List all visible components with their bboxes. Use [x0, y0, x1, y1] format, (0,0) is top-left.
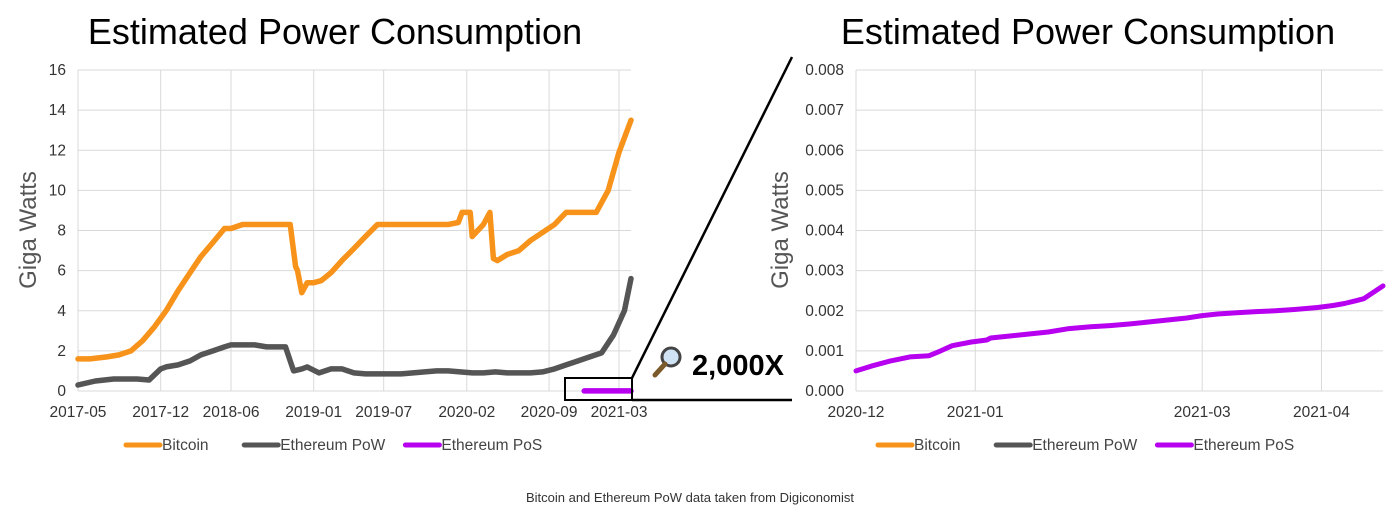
y-tick-label: 0.004	[805, 223, 844, 240]
y-tick-label: 0.006	[805, 142, 844, 159]
zoom-connector	[564, 56, 794, 402]
y-tick-label: 8	[57, 223, 66, 240]
y-tick-label: 16	[49, 62, 66, 79]
y-tick-label: 0.005	[805, 182, 844, 199]
left-chart-title: Estimated Power Consumption	[88, 11, 582, 52]
zoom-line-top	[630, 56, 794, 379]
y-tick-label: 12	[49, 142, 66, 159]
series-line-ethereum-pow	[75, 275, 634, 388]
x-tick-label: 2021-01	[947, 404, 1004, 421]
x-tick-label: 2019-01	[285, 404, 342, 421]
y-tick-label: 14	[49, 102, 67, 119]
y-tick-label: 0.007	[805, 102, 844, 119]
y-tick-label: 2	[57, 343, 66, 360]
y-tick-label: 6	[57, 263, 66, 280]
legend-label: Ethereum PoW	[280, 437, 385, 454]
left-y-axis-label: Giga Watts	[15, 171, 42, 289]
x-tick-label: 2021-04	[1293, 404, 1350, 421]
y-tick-label: 0.000	[805, 383, 844, 400]
x-tick-label: 2017-05	[50, 404, 107, 421]
x-tick-label: 2019-07	[355, 404, 412, 421]
legend-label: Bitcoin	[914, 437, 961, 454]
y-tick-label: 10	[49, 182, 67, 199]
series-line-bitcoin	[75, 117, 634, 362]
right-chart: 0.000 0.001 0.002 0.003 0.004 0.005 0.006 0.007…	[805, 62, 1386, 454]
y-tick-label: 0	[57, 383, 66, 400]
legend-label: Ethereum PoS	[1193, 437, 1294, 454]
legend-label: Ethereum PoW	[1032, 437, 1137, 454]
source-note: Bitcoin and Ethereum PoW data taken from…	[526, 490, 854, 505]
series-line-ethereum-pos	[853, 283, 1386, 374]
x-tick-label: 2020-09	[521, 404, 578, 421]
y-tick-label: 0.002	[805, 303, 844, 320]
right-chart-title: Estimated Power Consumption	[841, 11, 1335, 52]
y-tick-label: 0.003	[805, 263, 844, 280]
y-tick-label: 0.001	[805, 343, 844, 360]
right-y-axis-label: Giga Watts	[767, 171, 794, 289]
x-tick-label: 2020-02	[438, 404, 495, 421]
x-tick-label: 2021-03	[591, 404, 648, 421]
x-tick-label: 2018-06	[203, 404, 260, 421]
legend-label: Bitcoin	[162, 437, 209, 454]
zoom-box	[564, 377, 633, 401]
x-tick-label: 2021-03	[1174, 404, 1231, 421]
magnifying-glass-icon	[652, 346, 682, 378]
zoom-factor-label: 2,000X	[692, 350, 785, 382]
x-tick-label: 2020-12	[828, 404, 885, 421]
left-chart: 0 2 4 6 8 10 12 14 16 2017-05 2017-12 2018-06 2019-0…	[49, 62, 648, 454]
y-tick-label: 0.008	[805, 62, 844, 79]
x-tick-label: 2017-12	[132, 404, 189, 421]
y-tick-label: 4	[57, 303, 66, 320]
legend-label: Ethereum PoS	[441, 437, 542, 454]
